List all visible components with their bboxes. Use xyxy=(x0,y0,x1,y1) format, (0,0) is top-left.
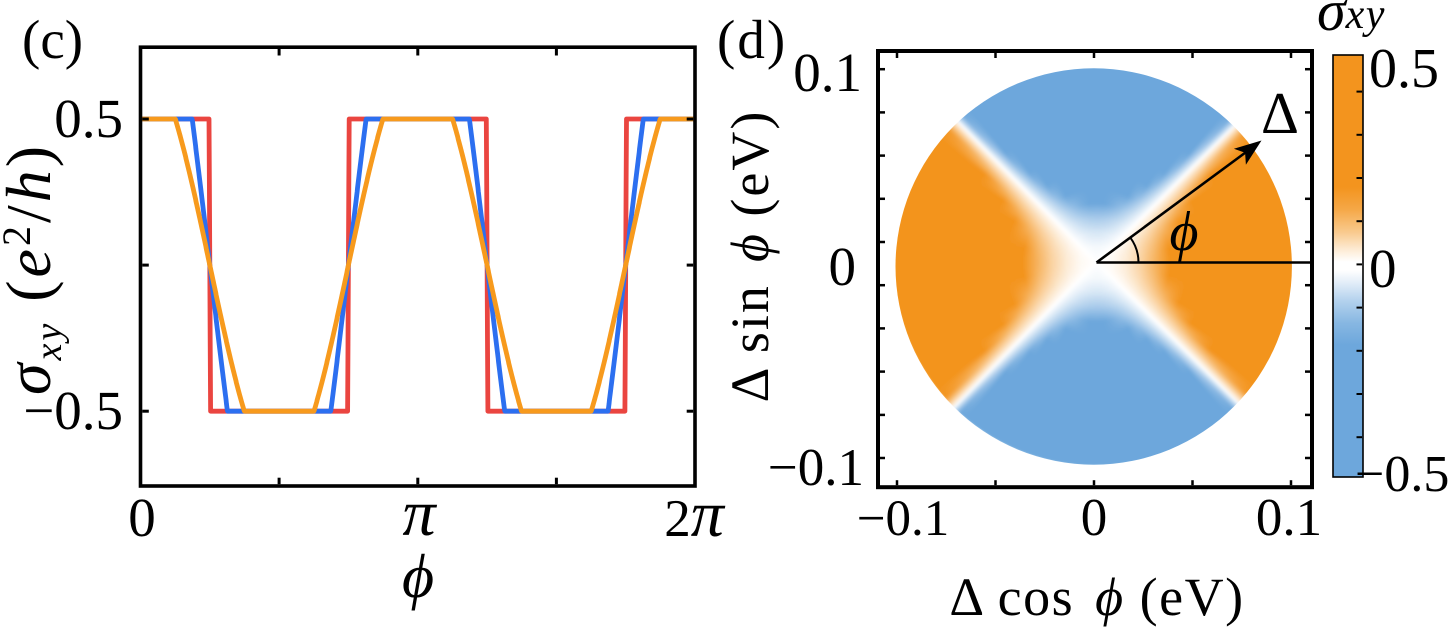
svg-text:0: 0 xyxy=(1081,489,1108,547)
svg-text:0.1: 0.1 xyxy=(793,42,862,103)
svg-text:2π: 2π xyxy=(664,478,726,551)
svg-text:0.1: 0.1 xyxy=(1256,489,1322,547)
svg-text:π: π xyxy=(402,477,437,550)
svg-text:(d): (d) xyxy=(717,9,787,70)
svg-text:0: 0 xyxy=(1369,238,1397,299)
svg-text:ϕ: ϕ xyxy=(402,543,434,611)
svg-text:Δ: Δ xyxy=(1261,80,1299,146)
svg-text:(c): (c) xyxy=(22,9,83,70)
svg-text:0: 0 xyxy=(128,487,156,548)
svg-text:Δ sin ϕ (eV): Δ sin ϕ (eV) xyxy=(720,110,780,403)
svg-text:ϕ: ϕ xyxy=(1170,201,1199,263)
svg-text:0: 0 xyxy=(829,236,857,297)
svg-text:Δ cos ϕ (eV): Δ cos ϕ (eV) xyxy=(949,567,1244,627)
svg-text:0.5: 0.5 xyxy=(1369,38,1439,100)
svg-text:σxy: σxy xyxy=(1317,0,1386,43)
svg-text:−0.5: −0.5 xyxy=(23,380,123,441)
svg-text:0.5: 0.5 xyxy=(54,88,123,149)
svg-text:σxy (e2/h): σxy (e2/h) xyxy=(0,143,70,395)
svg-text:−0.5: −0.5 xyxy=(1355,446,1449,503)
svg-text:−0.1: −0.1 xyxy=(857,491,950,547)
svg-text:−0.1: −0.1 xyxy=(768,439,864,497)
